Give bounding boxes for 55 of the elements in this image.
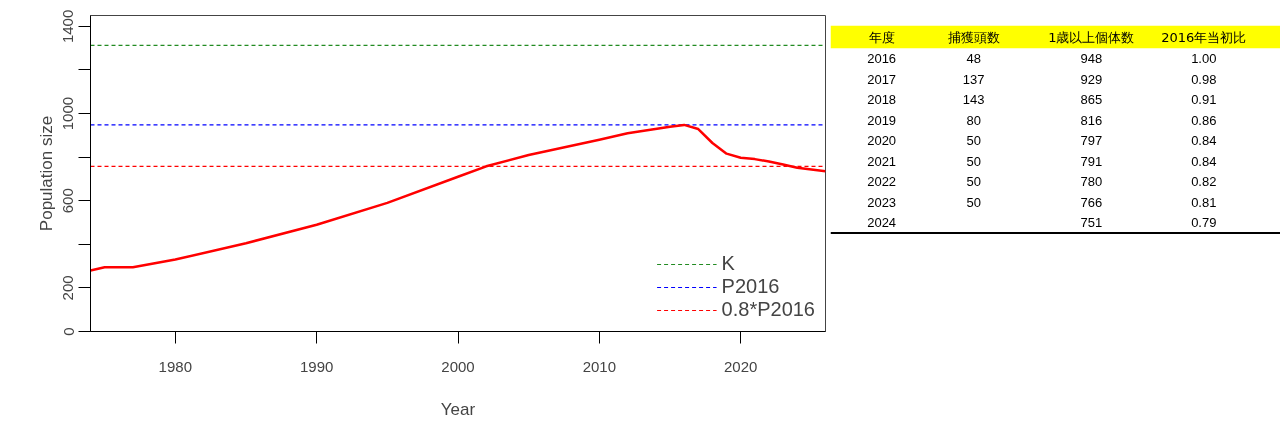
x-axis-title: Year xyxy=(440,399,476,419)
data-label: 865 xyxy=(1080,92,1103,108)
y-tick-label: 2024 xyxy=(867,215,897,231)
data-label: 143 xyxy=(962,92,985,108)
legend-label: P2016 xyxy=(721,275,780,298)
x-tick-label: 捕獲頭数 xyxy=(947,29,1000,45)
x-tick-label: 2010 xyxy=(582,357,617,375)
x-tick-label: 1歳以上個体数 xyxy=(1048,29,1135,45)
data-label: 0.81 xyxy=(1191,194,1217,210)
x-tick-label: 1980 xyxy=(158,357,192,375)
data-label: 50 xyxy=(966,194,981,210)
y-tick-label: 600 xyxy=(59,188,77,214)
legend-label: K xyxy=(721,252,736,275)
y-tick-label: 2017 xyxy=(867,71,897,87)
y-tick-label: 2023 xyxy=(867,194,897,210)
data-label: 791 xyxy=(1080,153,1103,169)
data-label: 0.91 xyxy=(1191,92,1217,108)
y-tick-label: 1000 xyxy=(59,96,77,131)
data-label: 780 xyxy=(1080,174,1103,190)
y-axis-title: 年度 xyxy=(868,29,895,45)
data-label: 0.84 xyxy=(1191,153,1217,169)
y-tick-label: 1400 xyxy=(59,9,77,44)
y-tick-label: 2022 xyxy=(867,174,897,190)
y-tick-label: 0 xyxy=(59,327,77,336)
y-tick-label: 2020 xyxy=(867,133,897,149)
data-label: 137 xyxy=(962,71,985,87)
line-series xyxy=(90,123,826,272)
data-label: 797 xyxy=(1080,133,1103,149)
x-tick-label: 2000 xyxy=(441,357,475,375)
data-label: 0.84 xyxy=(1191,133,1217,149)
data-label: 80 xyxy=(966,112,981,128)
y-tick-label: 2018 xyxy=(867,92,897,108)
data-label: 948 xyxy=(1080,51,1103,67)
data-label: 766 xyxy=(1080,194,1103,210)
data-label: 929 xyxy=(1080,71,1103,87)
data-label: 1.00 xyxy=(1191,51,1217,67)
y-axis-title: Population size xyxy=(36,115,56,232)
data-label: 816 xyxy=(1080,112,1103,128)
data-label: 48 xyxy=(966,51,981,67)
x-tick-label: 2016年当初比 xyxy=(1161,29,1247,45)
data-label: 0.86 xyxy=(1191,112,1217,128)
y-tick-label: 2016 xyxy=(867,51,897,67)
x-tick-label: 1990 xyxy=(299,357,334,375)
data-label: 0.79 xyxy=(1191,215,1217,231)
data-label: 50 xyxy=(966,174,981,190)
data-label: 50 xyxy=(966,133,981,149)
data-label: 751 xyxy=(1080,215,1103,231)
y-tick-label: 2019 xyxy=(867,112,897,128)
legend-label: 0.8*P2016 xyxy=(721,298,815,321)
y-tick-label: 2021 xyxy=(867,153,897,169)
data-label: 0.98 xyxy=(1191,71,1217,87)
x-tick-label: 2020 xyxy=(724,357,758,375)
y-tick-label: 200 xyxy=(59,275,77,301)
data-label: 0.82 xyxy=(1191,174,1217,190)
data-label: 50 xyxy=(966,153,981,169)
